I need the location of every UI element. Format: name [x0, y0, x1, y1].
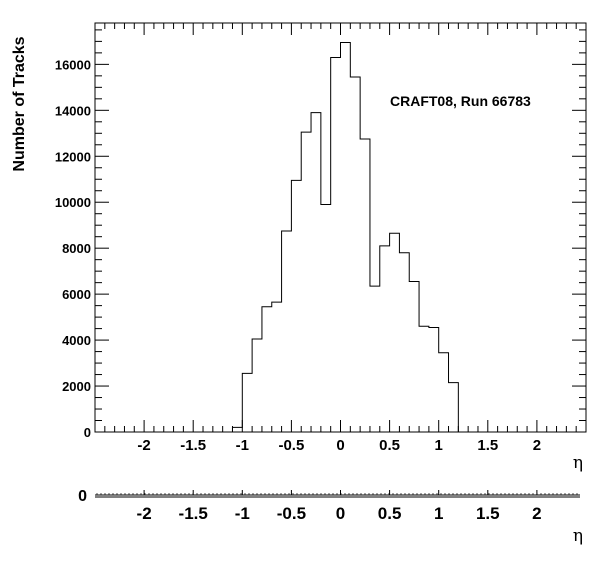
x-tick-label: 2: [533, 437, 541, 454]
x-tick-label: 0: [336, 437, 344, 454]
y-axis-title: Number of Tracks: [11, 36, 28, 171]
y-tick-label: 12000: [55, 149, 91, 164]
ratio-x-tick-label: -0.5: [277, 504, 306, 523]
y-tick-label: 8000: [62, 241, 91, 256]
main-plot-frame: [94, 22, 587, 433]
ratio-x-tick-label: 2: [532, 504, 541, 523]
ratio-x-tick-label: 0.5: [378, 504, 402, 523]
annotation-label: CRAFT08, Run 66783: [390, 93, 531, 109]
x-tick-label: -1: [236, 437, 249, 454]
main-y-ticks: 0 2000 4000 6000 8000 10000 12000 14000 16000: [55, 29, 586, 440]
x-tick-label: -1.5: [180, 437, 206, 454]
y-tick-label: 6000: [62, 287, 91, 302]
ratio-x-tick-label: 0: [336, 504, 345, 523]
histogram-series: [231, 42, 459, 432]
y-tick-label: 0: [84, 425, 91, 440]
x-tick-label: 1.5: [477, 437, 498, 454]
y-tick-label: 14000: [55, 103, 91, 118]
main-x-ticks: -2 -1.5 -1 -0.5 0 0.5 1 1.5 2: [104, 23, 577, 454]
ratio-x-tick-label: 1.5: [476, 504, 500, 523]
x-tick-label: -0.5: [278, 437, 304, 454]
y-tick-label: 16000: [55, 57, 91, 72]
ratio-x-tick-label: -2: [137, 504, 152, 523]
ratio-x-tick-label: -1: [235, 504, 250, 523]
ratio-panel: -2 -1.5 -1 -0.5 0 0.5 1 1.5 2 0 η: [78, 488, 583, 546]
x-axis-title: η: [573, 453, 583, 473]
x-tick-label: -2: [137, 437, 150, 454]
ratio-x-tick-label: -1.5: [179, 504, 208, 523]
y-tick-label: 2000: [62, 379, 91, 394]
x-tick-label: 0.5: [379, 437, 400, 454]
ratio-x-tick-label: 1: [434, 504, 443, 523]
ratio-x-ticks: -2 -1.5 -1 -0.5 0 0.5 1 1.5 2: [96, 490, 578, 523]
ratio-y-tick-label: 0: [78, 488, 87, 505]
y-tick-label: 4000: [62, 333, 91, 348]
ratio-x-axis-title: η: [573, 526, 583, 546]
y-tick-label: 10000: [55, 195, 91, 210]
x-tick-label: 1: [435, 437, 443, 454]
